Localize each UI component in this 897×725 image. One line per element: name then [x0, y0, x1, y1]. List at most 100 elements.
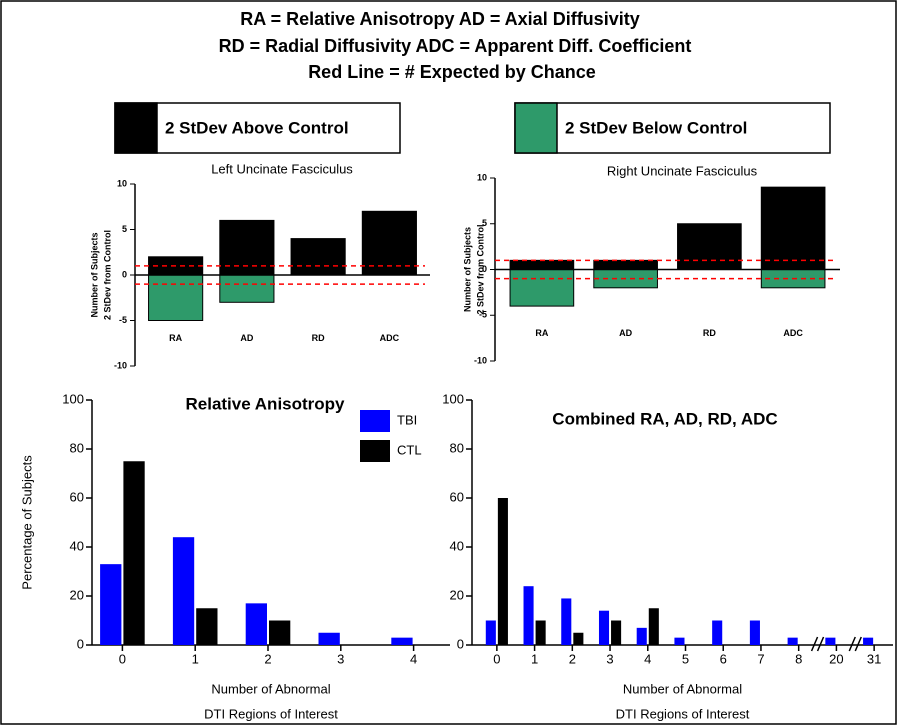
- y-tick-label: 100: [62, 391, 84, 406]
- x-tick-label: 2: [569, 651, 576, 666]
- bar: [593, 259, 658, 271]
- bar: [674, 637, 685, 645]
- axis-break: [816, 636, 825, 652]
- bar: [677, 223, 742, 270]
- x-tick-label: 20: [829, 651, 843, 666]
- y-tick-label: 0: [482, 264, 487, 274]
- legend-box: [114, 102, 401, 154]
- bar: [219, 219, 275, 276]
- bar: [712, 620, 723, 645]
- x-tick-label: RA: [169, 333, 182, 343]
- y-tick-label: 20: [450, 587, 464, 602]
- x-tick-label: 4: [644, 651, 651, 666]
- y-axis-label: Number of Subjects: [462, 227, 472, 312]
- y-tick-label: 5: [122, 224, 127, 234]
- x-tick-label: 5: [682, 651, 689, 666]
- y-tick-label: 10: [117, 178, 127, 188]
- x-axis-label: DTI Regions of Interest: [616, 706, 750, 721]
- axis-break: [854, 636, 862, 652]
- bar: [245, 603, 267, 645]
- x-tick-label: RD: [703, 328, 716, 338]
- x-axis-label: Number of Abnormal: [623, 681, 742, 696]
- chart-title: Left Uncinate Fasciculus: [211, 161, 353, 176]
- y-tick-label: 80: [70, 440, 84, 455]
- x-tick-label: 31: [867, 651, 881, 666]
- x-tick-label: 8: [795, 651, 802, 666]
- y-tick-label: -10: [474, 355, 487, 365]
- bar: [391, 637, 413, 645]
- x-tick-label: 0: [119, 651, 126, 666]
- bar: [760, 186, 826, 270]
- x-axis-label: DTI Regions of Interest: [204, 706, 338, 721]
- legend-swatch: [360, 440, 390, 462]
- bar: [573, 632, 584, 645]
- bar: [509, 259, 575, 271]
- y-tick-label: 100: [442, 391, 464, 406]
- x-tick-label: ADC: [783, 328, 803, 338]
- header-line: Red Line = # Expected by Chance: [308, 62, 596, 82]
- header-line: RD = Radial Diffusivity ADC = Apparent D…: [219, 36, 692, 56]
- legend-label: 2 StDev Below Control: [565, 118, 747, 137]
- y-tick-label: 0: [122, 269, 127, 279]
- bar: [598, 610, 610, 645]
- bar: [290, 238, 346, 276]
- chart-title: Relative Anisotropy: [185, 394, 345, 413]
- y-tick-label: -5: [119, 315, 127, 325]
- chart-title: Combined RA, AD, RD, ADC: [552, 409, 777, 428]
- bar: [148, 274, 204, 321]
- y-tick-label: 40: [450, 538, 464, 553]
- bar: [485, 620, 496, 645]
- legend-swatch: [514, 102, 558, 154]
- bar: [825, 637, 836, 645]
- y-tick-label: 40: [70, 538, 84, 553]
- bar: [509, 269, 575, 307]
- bar: [172, 537, 195, 645]
- x-tick-label: 6: [720, 651, 727, 666]
- bar: [535, 620, 546, 645]
- y-axis-label: Percentage of Subjects: [19, 455, 34, 590]
- x-tick-label: 0: [493, 651, 500, 666]
- x-tick-label: 4: [410, 651, 417, 666]
- header-line: RA = Relative Anisotropy AD = Axial Diff…: [240, 9, 639, 29]
- x-tick-label: 7: [757, 651, 764, 666]
- y-tick-label: 5: [482, 218, 487, 228]
- bar: [100, 564, 122, 645]
- legend-label: 2 StDev Above Control: [165, 118, 349, 137]
- y-tick-label: 20: [70, 587, 84, 602]
- y-tick-label: 0: [457, 636, 464, 651]
- x-tick-label: AD: [240, 333, 253, 343]
- bar: [561, 598, 572, 645]
- bar: [219, 274, 275, 303]
- bar: [863, 637, 874, 645]
- legend-label: TBI: [397, 412, 417, 427]
- x-axis-label: Number of Abnormal: [211, 681, 330, 696]
- axis-break: [848, 636, 856, 652]
- bar: [749, 620, 760, 645]
- y-tick-label: 10: [477, 172, 487, 182]
- x-tick-label: 3: [337, 651, 344, 666]
- bar: [196, 608, 218, 645]
- bar: [611, 620, 622, 645]
- legend-swatch: [360, 410, 390, 432]
- y-tick-label: 60: [450, 489, 464, 504]
- legend-swatch: [114, 102, 158, 154]
- x-tick-label: AD: [619, 328, 632, 338]
- x-tick-label: ADC: [380, 333, 400, 343]
- y-axis-label: Number of Subjects: [89, 232, 99, 317]
- y-tick-label: 80: [450, 440, 464, 455]
- bar: [123, 461, 145, 645]
- y-tick-label: -5: [479, 310, 487, 320]
- y-tick-label: -10: [114, 360, 127, 370]
- bar: [318, 632, 340, 645]
- bar: [787, 637, 798, 645]
- bar: [648, 608, 659, 645]
- bar: [636, 627, 647, 645]
- x-tick-label: 3: [606, 651, 613, 666]
- y-tick-label: 0: [77, 636, 84, 651]
- x-tick-label: 1: [531, 651, 538, 666]
- legend-label: CTL: [397, 442, 422, 457]
- axis-break: [810, 636, 819, 652]
- x-tick-label: 2: [264, 651, 271, 666]
- y-axis-label: 2 StDev from Control: [475, 224, 485, 314]
